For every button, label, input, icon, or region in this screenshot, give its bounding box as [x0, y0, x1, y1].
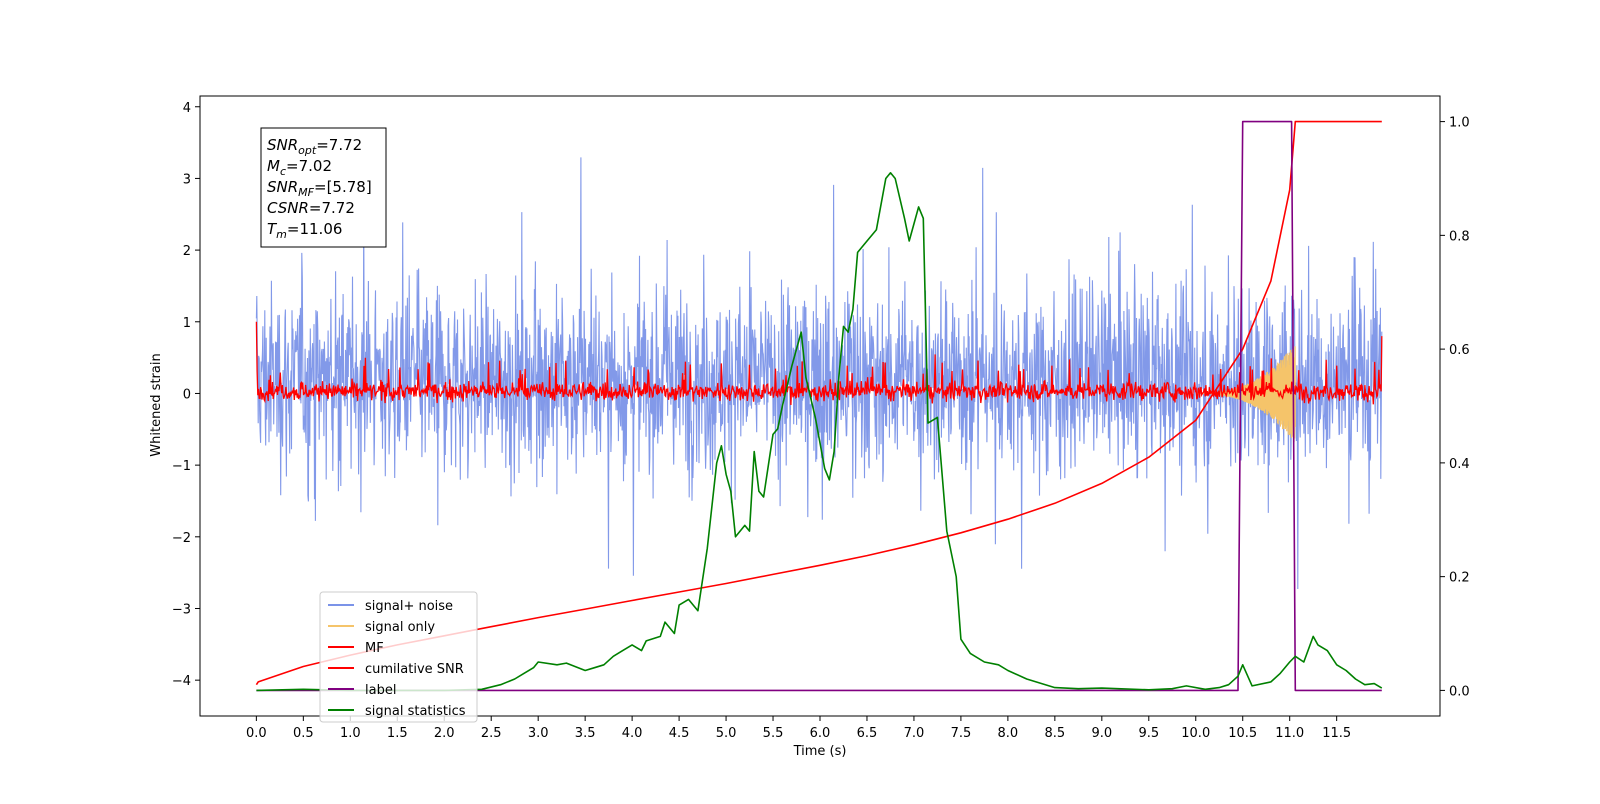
x-tick-label: 1.0: [340, 726, 361, 741]
legend: signal+ noise signal only MF cumilative …: [319, 591, 478, 723]
x-tick-label: 10.5: [1228, 726, 1257, 741]
y2-tick-label: 0.0: [1449, 684, 1470, 699]
y-tick-label: −3: [172, 602, 191, 617]
x-tick-label: 8.5: [1045, 726, 1066, 741]
series-label: [256, 120, 1382, 692]
x-tick-label: 3.0: [528, 726, 549, 741]
info-mc: Mc=7.02: [267, 157, 332, 178]
y2-tick-label: 0.6: [1449, 343, 1470, 358]
info-snr-opt: SNRopt=7.72: [267, 136, 362, 157]
info-tm: Tm=11.06: [267, 220, 342, 241]
info-box: SNRopt=7.72 Mc=7.02 SNRMF=[5.78] CSNR=7.…: [260, 127, 387, 248]
x-tick-label: 0.5: [293, 726, 314, 741]
y2-tick-label: 0.2: [1449, 571, 1470, 586]
x-tick-label: 6.5: [857, 726, 878, 741]
legend-label-signal-noise: signal+ noise: [365, 599, 453, 614]
series-signal-statistics: [256, 172, 1383, 692]
y-tick-label: −4: [172, 674, 191, 689]
legend-label-signal-only: signal only: [365, 620, 435, 635]
x-tick-label: 11.5: [1322, 726, 1351, 741]
y-tick-label: 3: [183, 172, 191, 187]
info-csnr: CSNR=7.72: [267, 199, 355, 217]
x-tick-label: 7.0: [904, 726, 925, 741]
legend-label-signal-statistics: signal statistics: [365, 704, 466, 719]
y-tick-label: 4: [183, 101, 191, 116]
x-tick-label: 4.5: [669, 726, 690, 741]
x-tick-label: 9.5: [1138, 726, 1159, 741]
x-tick-label: 9.0: [1091, 726, 1112, 741]
y2-tick-label: 1.0: [1449, 116, 1470, 131]
y-tick-label: −2: [172, 531, 191, 546]
y-tick-label: −1: [172, 459, 191, 474]
ticks-layer: 0.0 0.5 1.0 1.5 2.0 2.5 3.0 3.5 4.0 4.5 5.0 5.5 6.0 6…: [172, 101, 1470, 741]
x-axis-label: Time (s): [793, 744, 847, 759]
x-tick-label: 0.0: [246, 726, 267, 741]
info-snr-mf: SNRMF=[5.78]: [267, 178, 372, 199]
x-tick-label: 5.5: [763, 726, 784, 741]
x-tick-label: 6.0: [810, 726, 831, 741]
legend-frame: [319, 591, 478, 723]
x-tick-label: 4.0: [622, 726, 643, 741]
x-tick-label: 2.0: [434, 726, 455, 741]
info-box-frame: [260, 127, 387, 248]
x-tick-label: 8.0: [998, 726, 1019, 741]
x-tick-label: 3.5: [575, 726, 596, 741]
legend-label-mf: MF: [365, 641, 384, 656]
y-axis-label: Whitened strain: [149, 353, 164, 456]
y2-tick-label: 0.8: [1449, 229, 1470, 244]
series-mf: [255, 321, 1383, 406]
y2-tick-label: 0.4: [1449, 457, 1470, 472]
x-tick-label: 1.5: [387, 726, 408, 741]
x-tick-label: 2.5: [481, 726, 502, 741]
legend-label-label: label: [365, 683, 396, 698]
x-tick-label: 5.0: [716, 726, 737, 741]
y-tick-label: 0: [183, 387, 191, 402]
x-tick-label: 7.5: [951, 726, 972, 741]
x-tick-label: 10.0: [1181, 726, 1210, 741]
legend-label-cumulative-snr: cumilative SNR: [365, 662, 464, 677]
x-tick-label: 11.0: [1275, 726, 1304, 741]
y-tick-label: 2: [183, 244, 191, 259]
y-tick-label: 1: [183, 316, 191, 331]
